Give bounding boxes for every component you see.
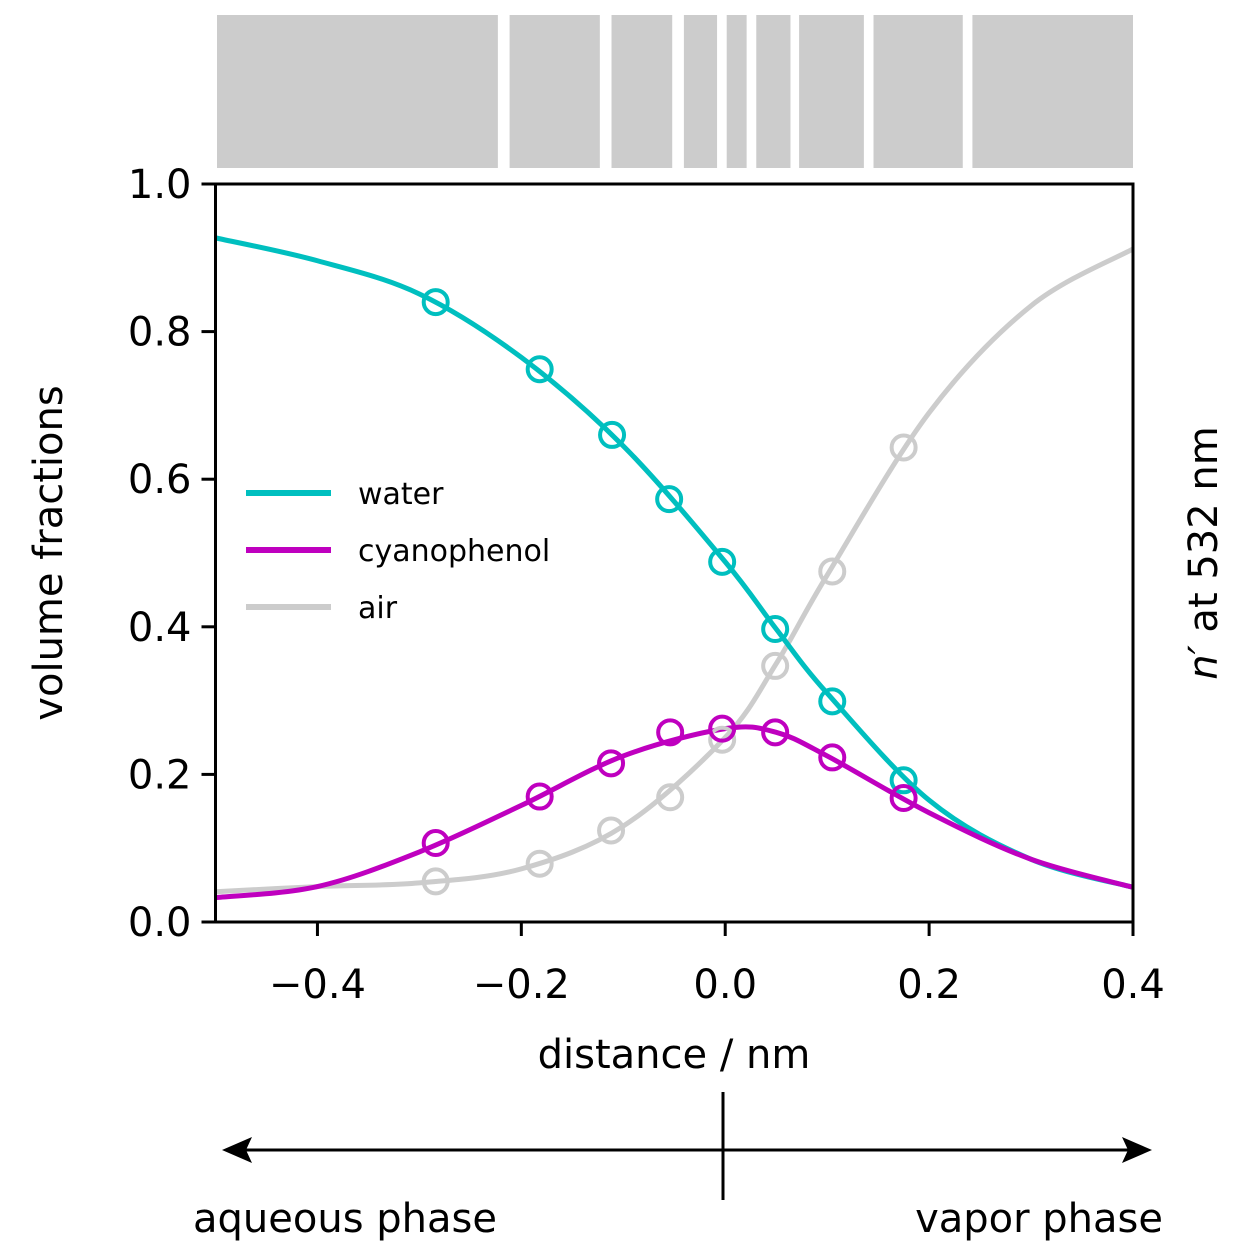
arrow-left-icon — [222, 1137, 252, 1163]
y-ticks: 0.0 0.2 0.4 0.6 0.8 1.0 — [128, 162, 216, 946]
y-tick-label: 1.0 — [128, 162, 192, 208]
data-point-air — [656, 783, 685, 812]
data-point-water — [421, 288, 450, 317]
y-tick-label: 0.8 — [128, 310, 192, 356]
layer-block — [509, 15, 600, 168]
data-point-cyanophenol — [525, 782, 554, 811]
data-point-air — [525, 849, 554, 878]
x-tick-label: 0.0 — [693, 962, 757, 1008]
data-point-air — [818, 557, 847, 586]
layer-block — [756, 15, 791, 168]
y-axis-label: volume fractions — [26, 385, 72, 720]
data-point-water — [761, 615, 790, 644]
layer-block — [972, 15, 1133, 168]
data-point-cyanophenol — [421, 829, 450, 858]
data-point-water — [818, 687, 847, 716]
x-axis-label: distance / nm — [538, 1032, 811, 1078]
fit-curves — [214, 235, 1135, 901]
fit-line-cyanophenol — [215, 724, 1134, 901]
layer-block — [873, 15, 963, 168]
aqueous-phase-label: aqueous phase — [193, 1196, 497, 1242]
data-point-water — [525, 355, 554, 384]
y-tick-label: 0.6 — [128, 457, 192, 503]
x-tick-label: −0.2 — [473, 962, 570, 1008]
data-point-water — [598, 420, 627, 449]
data-point-cyanophenol — [761, 718, 790, 747]
legend-label-cyanophenol: cyanophenol — [358, 534, 550, 569]
data-point-water — [889, 766, 918, 795]
plot-frame — [214, 182, 1135, 924]
phase-axis: aqueous phase vapor phase — [193, 1092, 1163, 1242]
layer-block — [611, 15, 673, 168]
y-right-label-rest: at 532 nm — [1181, 426, 1227, 645]
x-tick-label: 0.4 — [1101, 962, 1165, 1008]
legend-label-water: water — [358, 477, 444, 512]
data-point-air — [761, 651, 790, 680]
data-point-cyanophenol — [597, 749, 626, 778]
x-ticks: −0.4 −0.2 0.0 0.2 0.4 — [269, 922, 1165, 1008]
fit-line-water — [214, 235, 1134, 890]
data-point-cyanophenol — [708, 714, 737, 743]
fit-line-air — [215, 246, 1135, 895]
y-tick-label: 0.0 — [128, 900, 192, 946]
x-tick-label: 0.2 — [897, 962, 961, 1008]
legend: water cyanophenol air — [246, 477, 550, 626]
data-point-cyanophenol — [656, 718, 685, 747]
data-point-cyanophenol — [818, 743, 847, 772]
vapor-phase-label: vapor phase — [915, 1196, 1163, 1242]
data-point-water — [655, 485, 684, 514]
data-point-air — [889, 433, 918, 462]
layer-block — [799, 15, 864, 168]
data-point-cyanophenol — [889, 784, 918, 813]
y-tick-label: 0.4 — [128, 605, 192, 651]
layer-bar — [217, 15, 1133, 168]
y-right-label-italic: n′ — [1181, 645, 1227, 679]
data-point-air — [597, 816, 626, 845]
data-point-water — [708, 547, 737, 576]
legend-label-air: air — [358, 591, 398, 626]
data-points — [421, 288, 918, 896]
layer-block — [683, 15, 718, 168]
y-axis-right-label: n′ at 532 nm — [1181, 426, 1227, 679]
layer-block — [217, 15, 498, 168]
layer-block — [726, 15, 747, 168]
x-tick-label: −0.4 — [269, 962, 366, 1008]
y-tick-label: 0.2 — [128, 752, 192, 798]
data-point-air — [708, 725, 737, 754]
arrow-right-icon — [1122, 1137, 1152, 1163]
data-point-air — [421, 867, 450, 896]
